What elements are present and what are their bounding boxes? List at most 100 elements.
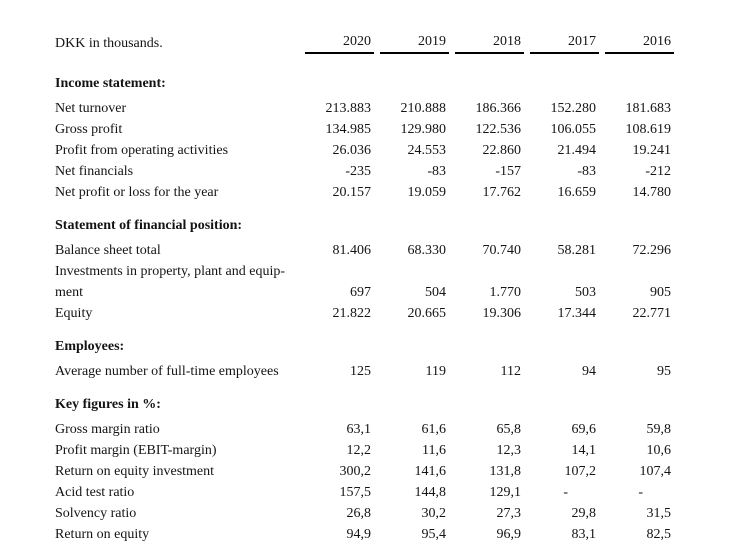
table-row: Gross profit 134.985 129.980 122.536 106.055… xyxy=(55,119,674,140)
value-cell: 134.985 xyxy=(325,122,372,137)
value-cell: 26.036 xyxy=(332,143,372,158)
section-title: Employees: xyxy=(55,339,125,354)
value-cell: 12,2 xyxy=(346,443,372,458)
value-cell: 21.494 xyxy=(557,143,597,158)
year-column-header: 2020 xyxy=(305,31,374,54)
value-cell: 10,6 xyxy=(646,443,672,458)
value-cell: 697 xyxy=(350,285,371,300)
value-cell: -212 xyxy=(645,164,671,179)
table-row: Investments in property, plant and equip… xyxy=(55,261,674,303)
value-cell: 68.330 xyxy=(407,243,447,258)
table-row: Equity 21.822 20.665 19.306 17.344 22.771 xyxy=(55,303,674,324)
value-cell: 152.280 xyxy=(550,101,597,116)
value-cell: 14.780 xyxy=(632,185,672,200)
value-cell: 210.888 xyxy=(400,101,447,116)
row-label: Acid test ratio xyxy=(55,485,135,500)
value-cell: 14,1 xyxy=(571,443,597,458)
table-row: Return on equity investment 300,2 141,6 131… xyxy=(55,461,674,482)
table-row: Solvency ratio 26,8 30,2 27,3 29,8 31,5 xyxy=(55,503,674,524)
section-title: Statement of financial position: xyxy=(55,218,243,233)
value-cell: 131,8 xyxy=(489,464,522,479)
value-cell: 17.762 xyxy=(482,185,522,200)
table-row: Net financials -235 -83 -157 -83 -212 xyxy=(55,161,674,182)
value-cell: 72.296 xyxy=(632,243,672,258)
value-cell: 12,3 xyxy=(496,443,522,458)
value-cell: 11,6 xyxy=(422,443,446,458)
value-cell: 21.822 xyxy=(332,306,372,321)
row-label: Return on equity xyxy=(55,527,150,542)
table-row: Profit from operating activities 26.036 24… xyxy=(55,140,674,161)
row-label: Profit margin (EBIT-margin) xyxy=(55,443,217,458)
value-cell: 83,1 xyxy=(571,527,597,542)
value-cell: 27,3 xyxy=(496,506,522,521)
value-cell: 58.281 xyxy=(557,243,597,258)
value-cell: 905 xyxy=(650,285,671,300)
year-column-header: 2019 xyxy=(380,31,449,54)
value-cell: - xyxy=(563,485,568,500)
row-label: Solvency ratio xyxy=(55,506,137,521)
row-label: Gross margin ratio xyxy=(55,422,160,437)
unit-label: DKK in thousands. xyxy=(55,36,163,51)
table-row: Net profit or loss for the year 20.157 19.… xyxy=(55,182,674,203)
year-column-header: 2017 xyxy=(530,31,599,54)
value-cell: 16.659 xyxy=(557,185,597,200)
value-cell: -235 xyxy=(345,164,371,179)
value-cell: 94 xyxy=(582,364,596,379)
value-cell: 24.553 xyxy=(407,143,447,158)
value-cell: 95,4 xyxy=(421,527,447,542)
value-cell: 504 xyxy=(425,285,446,300)
value-cell: 81.406 xyxy=(332,243,372,258)
value-cell: 157,5 xyxy=(339,485,372,500)
section-title: Income statement: xyxy=(55,76,166,91)
value-cell: 129.980 xyxy=(400,122,447,137)
value-cell: 144,8 xyxy=(414,485,447,500)
value-cell: 59,8 xyxy=(646,422,672,437)
value-cell: 129,1 xyxy=(489,485,522,500)
year-column-header: 2018 xyxy=(455,31,524,54)
value-cell: 69,6 xyxy=(571,422,597,437)
key-figures-table: DKK in thousands. 2020 2019 2018 2017 2016 I… xyxy=(55,31,674,545)
value-cell: 94,9 xyxy=(346,527,372,542)
row-label: Gross profit xyxy=(55,122,123,137)
row-label: Balance sheet total xyxy=(55,243,161,258)
table-header-row: DKK in thousands. 2020 2019 2018 2017 2016 xyxy=(55,31,674,54)
value-cell: 119 xyxy=(425,364,446,379)
value-cell: 20.665 xyxy=(407,306,447,321)
year-column-header: 2016 xyxy=(605,31,674,54)
value-cell: 19.059 xyxy=(407,185,447,200)
value-cell: 141,6 xyxy=(414,464,447,479)
value-cell: 22.860 xyxy=(482,143,522,158)
row-label: Average number of full-time employees xyxy=(55,364,279,379)
value-cell: 17.344 xyxy=(557,306,597,321)
row-label: Profit from operating activities xyxy=(55,143,229,158)
value-cell: 213.883 xyxy=(325,101,372,116)
table-row: Return on equity 94,9 95,4 96,9 83,1 82,5 xyxy=(55,524,674,545)
table-row: Net turnover 213.883 210.888 186.366 152.280… xyxy=(55,98,674,119)
value-cell: 70.740 xyxy=(482,243,522,258)
row-label: Net profit or loss for the year xyxy=(55,185,219,200)
row-label: Equity xyxy=(55,306,93,321)
value-cell: 82,5 xyxy=(646,527,672,542)
value-cell: 186.366 xyxy=(475,101,522,116)
value-cell: 112 xyxy=(500,364,521,379)
value-cell: 106.055 xyxy=(550,122,597,137)
table-row: Gross margin ratio 63,1 61,6 65,8 69,6 59,8 xyxy=(55,419,674,440)
table-row: Profit margin (EBIT-margin) 12,2 11,6 12,3 1… xyxy=(55,440,674,461)
row-label: Net turnover xyxy=(55,101,127,116)
value-cell: 108.619 xyxy=(625,122,672,137)
value-cell: 30,2 xyxy=(421,506,447,521)
value-cell: 19.241 xyxy=(632,143,672,158)
value-cell: 503 xyxy=(575,285,596,300)
table-row: Average number of full-time employees 125… xyxy=(55,361,674,382)
value-cell: 19.306 xyxy=(482,306,522,321)
value-cell: 31,5 xyxy=(646,506,672,521)
value-cell: 125 xyxy=(350,364,371,379)
value-cell: -83 xyxy=(427,164,446,179)
value-cell: -157 xyxy=(495,164,521,179)
value-cell: -83 xyxy=(577,164,596,179)
value-cell: 122.536 xyxy=(475,122,522,137)
value-cell: 61,6 xyxy=(421,422,447,437)
value-cell: 107,2 xyxy=(564,464,597,479)
value-cell: - xyxy=(638,485,643,500)
